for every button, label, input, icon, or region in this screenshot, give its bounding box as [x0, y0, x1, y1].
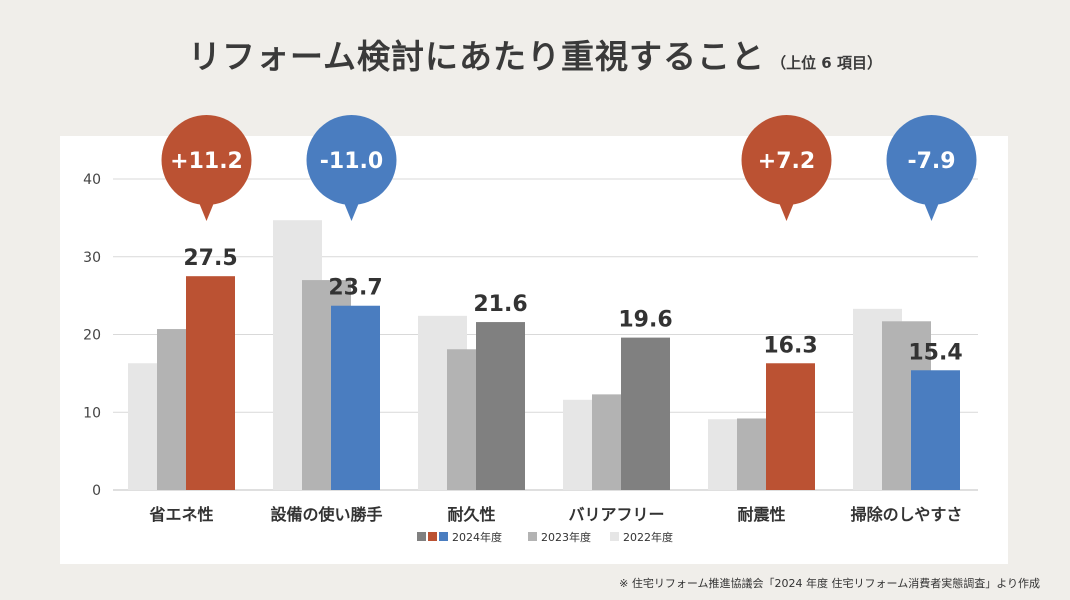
legend-swatch-2022	[610, 532, 619, 541]
category-label-1: 設備の使い勝手	[270, 505, 382, 524]
legend-label-2022: 2022年度	[623, 530, 673, 544]
value-label-2024-5: 15.4	[908, 340, 962, 365]
chart-subtitle: （上位 6 項目）	[771, 54, 882, 72]
legend-label-2024: 2024年度	[452, 530, 502, 544]
change-bubble-3	[886, 115, 977, 205]
value-label-2024-2: 21.6	[473, 292, 527, 317]
chart-title: リフォーム検討にあたり重視すること （上位 6 項目）	[0, 30, 1070, 78]
category-label-4: 耐震性	[737, 505, 785, 524]
category-label-2: 耐久性	[447, 505, 495, 524]
category-label-0: 省エネ性	[148, 505, 213, 524]
source-note: ※ 住宅リフォーム推進協議会「2024 年度 住宅リフォーム消費者実態調査」より…	[619, 577, 1040, 590]
change-bubble-1	[306, 115, 397, 205]
change-bubble-label-1: -11.0	[320, 149, 383, 174]
legend-swatch-2024-increase	[428, 532, 437, 541]
bar-2024-2	[476, 322, 525, 490]
y-tick-label-40: 40	[83, 172, 101, 188]
bar-2024-5	[911, 370, 960, 490]
value-label-2024-4: 16.3	[763, 333, 817, 358]
y-tick-label-20: 20	[83, 328, 101, 344]
change-bubble-label-3: -7.9	[907, 149, 955, 174]
y-tick-label-30: 30	[83, 250, 101, 266]
change-bubble-label-2: +7.2	[758, 149, 815, 174]
bar-2024-3	[621, 337, 670, 490]
chart-title-text: リフォーム検討にあたり重視すること	[188, 37, 766, 76]
category-label-5: 掃除のしやすさ	[851, 505, 963, 524]
value-label-2024-1: 23.7	[328, 276, 382, 301]
change-bubble-label-0: +11.2	[170, 149, 243, 174]
bar-2024-4	[766, 363, 815, 490]
y-tick-label-0: 0	[92, 483, 101, 499]
change-bubble-2	[741, 115, 832, 205]
change-bubble-0	[161, 115, 252, 205]
value-label-2024-3: 19.6	[618, 308, 672, 333]
value-label-2024-0: 27.5	[183, 246, 237, 271]
legend-swatch-2023	[528, 532, 537, 541]
legend-swatch-2024-decrease	[439, 532, 448, 541]
bar-2024-0	[186, 276, 235, 490]
bar-2024-1	[331, 305, 380, 490]
category-label-3: バリアフリー	[568, 505, 664, 524]
legend-label-2023: 2023年度	[541, 530, 591, 544]
y-tick-label-10: 10	[83, 405, 101, 421]
legend-swatch-2024-neutral	[417, 532, 426, 541]
